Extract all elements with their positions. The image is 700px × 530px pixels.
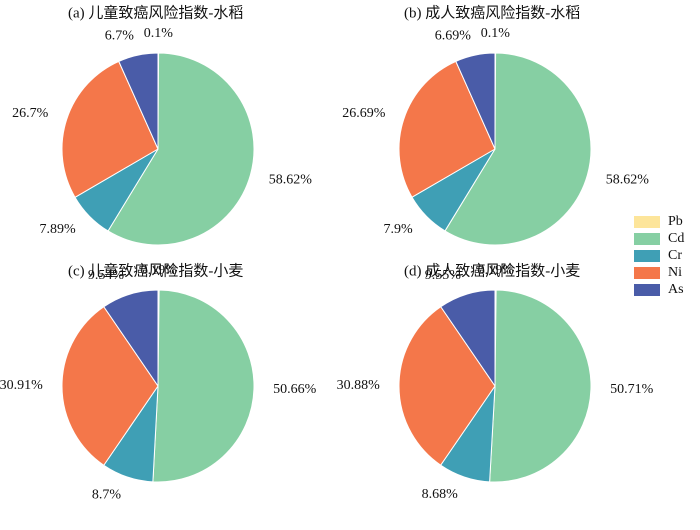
legend-swatch <box>634 216 660 228</box>
legend-swatch <box>634 250 660 262</box>
legend-swatch <box>634 284 660 296</box>
chart-title: (d) 成人致癌风险指数-小麦 <box>404 262 580 279</box>
pie-slice <box>444 52 592 246</box>
data-label: 0.1% <box>144 26 174 41</box>
data-label: 26.7% <box>12 106 49 121</box>
pie-slice <box>440 289 496 388</box>
pie-slice <box>118 52 159 150</box>
pie-slice <box>398 306 496 466</box>
data-label: 9.54% <box>88 268 125 283</box>
data-label: 0.19% <box>478 263 515 278</box>
data-label: 7.89% <box>40 222 77 237</box>
legend-swatch <box>634 233 660 245</box>
data-label: 9.55% <box>425 268 462 283</box>
data-label: 26.69% <box>342 106 386 121</box>
pie-slice <box>489 289 592 483</box>
data-label: 30.88% <box>337 378 381 393</box>
pie-slice <box>61 306 159 466</box>
data-label: 0.1% <box>481 26 511 41</box>
data-label: 6.7% <box>105 29 135 44</box>
legend-label: Cr <box>668 248 682 263</box>
pie-slice <box>455 52 496 150</box>
pie-slice <box>152 289 255 483</box>
data-label: 6.69% <box>435 29 472 44</box>
legend-label: Cd <box>668 231 684 246</box>
chart-title: (c) 儿童致癌风险指数-小麦 <box>68 261 243 279</box>
data-label: 58.62% <box>269 173 313 188</box>
data-label: 8.68% <box>422 487 459 502</box>
legend-swatch <box>634 267 660 279</box>
data-label: 7.9% <box>384 222 414 237</box>
legend-label: Ni <box>668 265 682 280</box>
data-label: 50.66% <box>273 382 317 397</box>
data-label: 0.19% <box>141 263 178 278</box>
data-label: 58.62% <box>606 173 650 188</box>
legend-label: As <box>668 282 684 297</box>
chart-title: (a) 儿童致癌风险指数-水稻 <box>68 3 243 21</box>
pie-slice <box>103 289 159 388</box>
data-label: 50.71% <box>610 382 654 397</box>
data-label: 8.7% <box>92 487 122 502</box>
legend-label: Pb <box>668 214 683 229</box>
chart-title: (b) 成人致癌风险指数-水稻 <box>404 4 580 21</box>
pie-slice <box>61 60 159 199</box>
pie-slice <box>107 52 255 246</box>
data-label: 30.91% <box>0 378 43 393</box>
